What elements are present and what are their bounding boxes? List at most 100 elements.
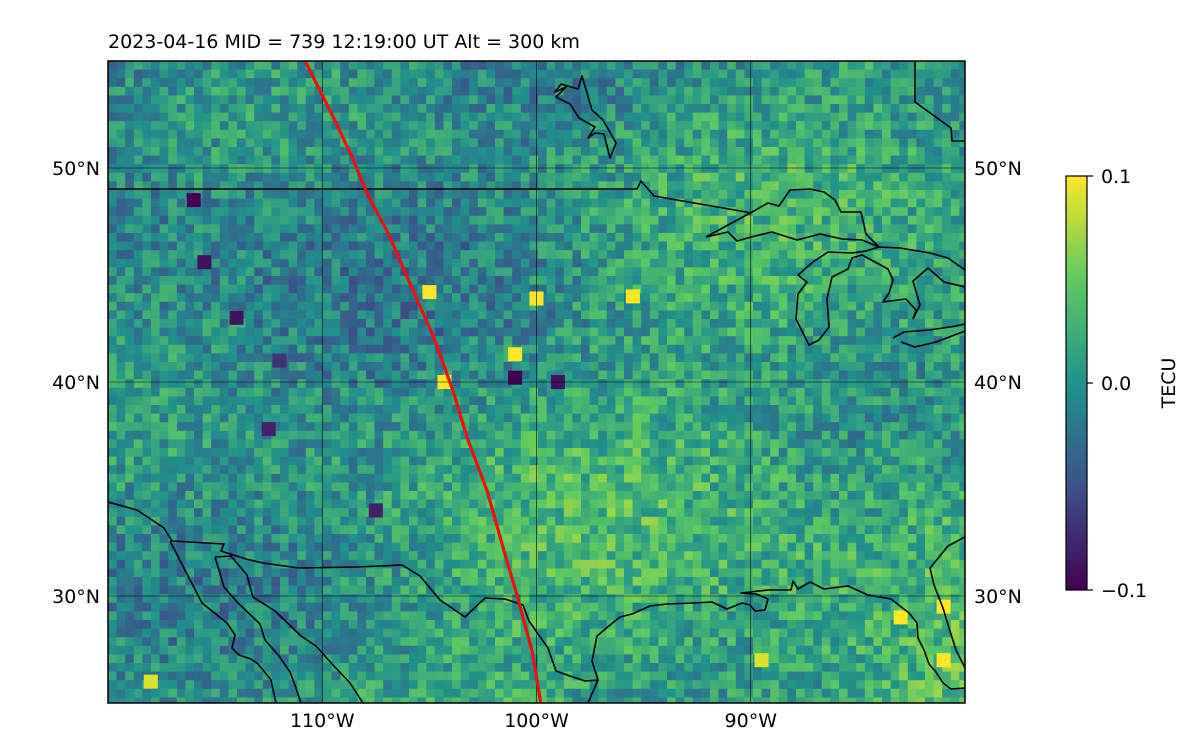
tec-pixel — [847, 129, 857, 139]
tec-pixel — [503, 164, 513, 174]
tec-pixel — [219, 310, 229, 320]
tec-pixel — [744, 396, 754, 406]
tec-pixel — [804, 112, 814, 122]
tec-pixel — [133, 379, 143, 389]
tec-pixel — [744, 362, 754, 372]
tec-pixel — [649, 215, 659, 225]
tec-pixel — [271, 198, 281, 208]
tec-pixel — [710, 104, 720, 114]
tec-pixel — [830, 215, 840, 225]
tec-pixel — [211, 129, 221, 139]
tec-pixel — [314, 456, 324, 466]
tec-pixel — [701, 276, 711, 286]
tec-pixel — [280, 190, 290, 200]
tec-pixel — [942, 86, 952, 96]
tec-pixel — [443, 267, 453, 277]
tec-pixel — [366, 224, 376, 234]
tec-pixel — [400, 482, 410, 492]
tec-pixel — [632, 473, 642, 483]
tec-pixel — [933, 276, 943, 286]
tec-pixel — [297, 439, 307, 449]
tec-pixel — [804, 155, 814, 165]
tec-pixel — [297, 267, 307, 277]
tec-pixel — [718, 456, 728, 466]
tec-pixel — [882, 336, 892, 346]
tec-pixel — [434, 301, 444, 311]
tec-pixel — [314, 258, 324, 268]
tec-pixel — [856, 121, 866, 131]
tec-pixel — [546, 284, 556, 294]
tec-pixel — [125, 95, 135, 105]
tec-pixel — [572, 233, 582, 243]
tec-pixel — [787, 284, 797, 294]
tec-pixel — [804, 164, 814, 174]
tec-pixel — [950, 95, 960, 105]
tec-pixel — [959, 430, 965, 440]
tec-pixel — [907, 215, 917, 225]
tec-pixel — [374, 233, 384, 243]
tec-pixel — [907, 439, 917, 449]
tec-pixel — [778, 250, 788, 260]
tec-pixel — [202, 327, 212, 337]
tec-pixel — [366, 422, 376, 432]
tec-pixel — [400, 448, 410, 458]
tec-pixel — [426, 233, 436, 243]
tec-pixel — [692, 190, 702, 200]
tec-pixel — [856, 147, 866, 157]
tec-pixel — [194, 86, 204, 96]
tec-pixel — [950, 310, 960, 320]
tec-pixel — [280, 336, 290, 346]
tec-pixel — [254, 164, 264, 174]
tec-pixel — [520, 164, 530, 174]
tec-pixel — [787, 413, 797, 423]
tec-pixel — [796, 336, 806, 346]
tec-pixel — [434, 473, 444, 483]
tec-pixel — [933, 138, 943, 148]
tec-pixel — [288, 482, 298, 492]
tec-pixel — [159, 258, 169, 268]
tec-pixel — [512, 387, 522, 397]
tec-pixel — [529, 181, 539, 191]
tec-pixel — [357, 78, 367, 88]
tec-pixel — [529, 387, 539, 397]
tec-pixel — [546, 215, 556, 225]
tec-pixel — [830, 224, 840, 234]
tec-pixel — [847, 293, 857, 303]
tec-pixel — [581, 233, 591, 243]
tec-pixel — [374, 241, 384, 251]
tec-pixel — [486, 319, 496, 329]
tec-pixel — [684, 482, 694, 492]
tec-pixel — [555, 198, 565, 208]
tec-pixel — [288, 233, 298, 243]
tec-pixel — [194, 147, 204, 157]
tec-pixel — [942, 241, 952, 251]
tec-pixel — [202, 86, 212, 96]
tec-pixel — [314, 448, 324, 458]
tec-pixel — [417, 172, 427, 182]
tec-pixel — [864, 344, 874, 354]
tec-pixel — [761, 430, 771, 440]
tec-pixel — [151, 413, 161, 423]
tec-pixel — [185, 353, 195, 363]
tec-pixel — [830, 327, 840, 337]
tec-pixel — [718, 336, 728, 346]
tec-pixel — [194, 104, 204, 114]
tec-pixel — [899, 387, 909, 397]
tec-pixel — [804, 387, 814, 397]
tec-pixel — [314, 112, 324, 122]
tec-pixel — [142, 233, 152, 243]
tec-pixel — [598, 172, 608, 182]
tec-pixel — [624, 465, 634, 475]
tec-pixel — [133, 362, 143, 372]
tec-pixel — [305, 207, 315, 217]
tec-pixel — [340, 95, 350, 105]
tec-pixel — [813, 370, 823, 380]
tec-pixel — [116, 112, 126, 122]
tec-pixel — [624, 267, 634, 277]
tec-pixel — [366, 172, 376, 182]
tec-pixel — [847, 387, 857, 397]
tec-pixel — [624, 379, 634, 389]
tec-pixel — [538, 413, 548, 423]
tec-pixel — [641, 430, 651, 440]
tec-pixel — [133, 387, 143, 397]
